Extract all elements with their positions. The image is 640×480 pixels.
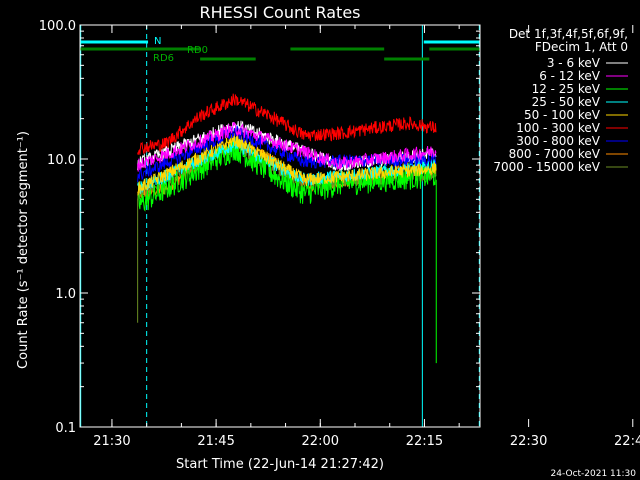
legend-header-line: FDecim 1, Att 0 [535, 40, 628, 54]
y-tick-label: 0.1 [55, 421, 76, 436]
axes: 21:3021:4522:0022:1522:3022:4523:000.11.… [39, 19, 640, 449]
series-line [137, 133, 437, 196]
legend-label: 3 - 6 keV [547, 56, 601, 70]
legend-label: 7000 - 15000 keV [493, 160, 600, 174]
legend-label: 300 - 800 keV [516, 134, 600, 148]
legend-label: 800 - 7000 keV [509, 147, 601, 161]
y-tick-label: 10.0 [47, 153, 76, 168]
x-tick-label: 22:00 [302, 434, 339, 449]
plot-frame [79, 24, 481, 428]
legend-header-line: Det 1f,3f,4f,5f,6f,9f, [509, 27, 628, 41]
series-line [137, 121, 437, 172]
legend-label: 100 - 300 keV [516, 121, 600, 135]
series-line [137, 139, 437, 212]
x-tick-label: 22:30 [510, 434, 547, 449]
x-axis-label: Start Time (22-Jun-14 21:27:42) [176, 457, 384, 472]
x-tick-label: 21:30 [93, 434, 130, 449]
series-line [137, 93, 437, 155]
x-tick-label: 22:15 [406, 434, 443, 449]
y-tick-label: 1.0 [55, 287, 76, 302]
y-tick-label: 100.0 [39, 19, 76, 34]
legend-label: 50 - 100 keV [524, 108, 601, 122]
legend: Det 1f,3f,4f,5f,6f,9f,FDecim 1, Att 0 3 -… [493, 27, 628, 174]
y-axis-label: Count Rate (s⁻¹ detector segment⁻¹) [16, 131, 31, 369]
rd0-label: RD0 [187, 45, 208, 56]
x-tick-label: 22:45 [614, 434, 640, 449]
legend-label: 6 - 12 keV [539, 69, 601, 83]
legend-label: 12 - 25 keV [532, 82, 601, 96]
x-tick-label: 21:45 [197, 434, 234, 449]
night-label: N [154, 36, 161, 47]
rd6-label: RD6 [153, 53, 174, 64]
footer-date: 24-Oct-2021 11:30 [551, 469, 637, 479]
legend-label: 25 - 50 keV [532, 95, 601, 109]
plot-area: N RD0 RD6 [80, 25, 480, 427]
chart-title: RHESSI Count Rates [200, 3, 361, 22]
